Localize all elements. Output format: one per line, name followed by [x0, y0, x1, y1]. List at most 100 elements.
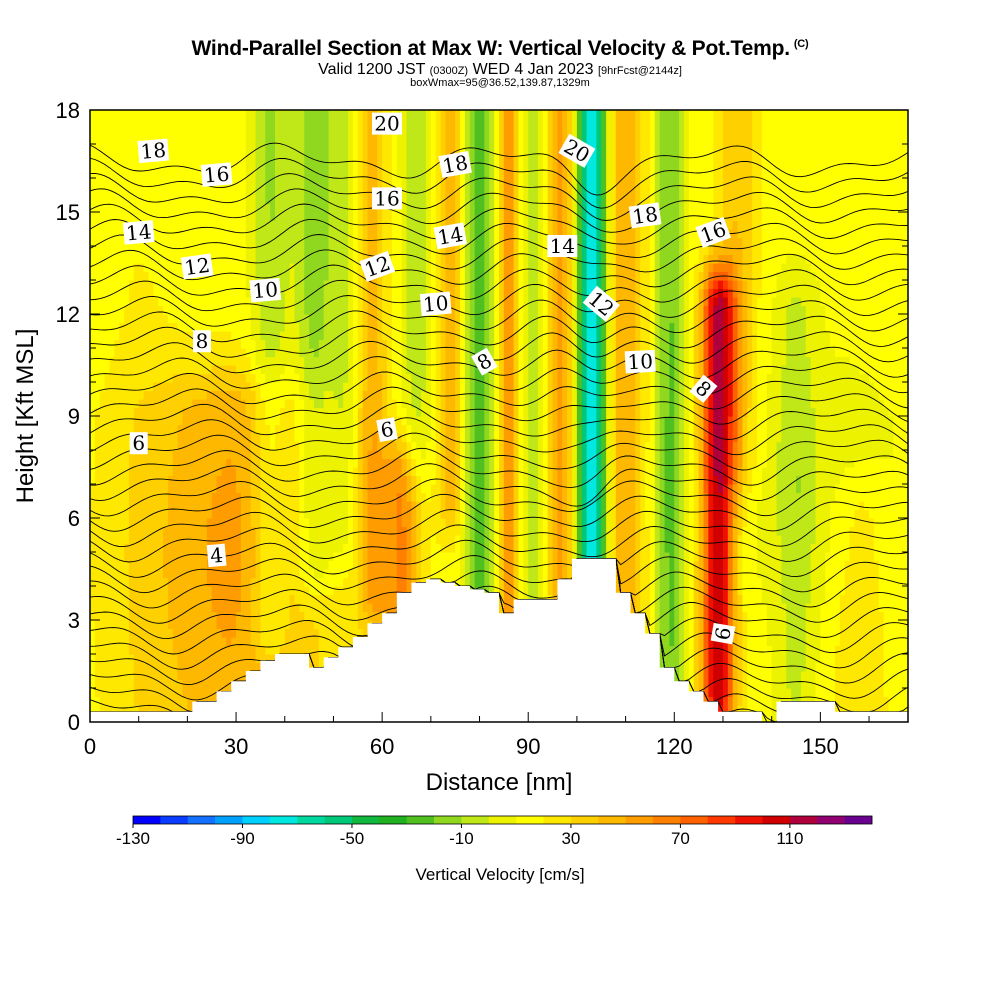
- w-cell: [167, 271, 174, 281]
- w-cell: [221, 331, 227, 341]
- w-cell: [406, 365, 412, 375]
- w-cell: [250, 628, 257, 638]
- w-cell: [411, 416, 417, 426]
- w-cell: [94, 603, 101, 613]
- w-cell: [270, 152, 276, 162]
- valid-time-line: Valid 1200 JST (0300Z) WED 4 Jan 2023 [9…: [0, 61, 1000, 79]
- w-cell: [377, 475, 383, 485]
- w-cell: [309, 501, 315, 511]
- w-cell: [348, 390, 354, 400]
- w-cell: [153, 322, 159, 332]
- w-cell: [411, 263, 417, 273]
- w-cell: [133, 424, 140, 434]
- w-cell: [245, 237, 252, 247]
- w-cell: [362, 186, 369, 196]
- w-cell: [172, 492, 179, 502]
- w-cell: [192, 450, 198, 460]
- w-cell: [143, 246, 150, 256]
- w-cell: [343, 161, 349, 171]
- w-cell: [206, 416, 213, 426]
- w-cell: [318, 331, 325, 341]
- w-cell: [348, 577, 354, 587]
- w-cell: [163, 645, 169, 655]
- w-cell: [90, 118, 96, 128]
- w-cell: [167, 671, 174, 681]
- w-cell: [323, 322, 330, 332]
- w-cell: [362, 331, 369, 341]
- w-cell: [372, 560, 378, 570]
- w-cell: [323, 144, 330, 154]
- w-cell: [265, 237, 271, 247]
- w-cell: [216, 441, 223, 451]
- w-cell: [119, 450, 125, 460]
- w-cell: [279, 611, 286, 621]
- w-cell: [328, 135, 335, 145]
- w-cell: [406, 322, 412, 332]
- w-cell: [279, 475, 286, 485]
- w-cell: [226, 637, 232, 647]
- w-cell: [104, 314, 111, 324]
- w-cell: [94, 518, 101, 528]
- w-cell: [255, 135, 262, 145]
- w-cell: [387, 237, 393, 247]
- w-cell: [99, 475, 106, 485]
- w-cell: [167, 246, 174, 256]
- w-cell: [90, 365, 96, 375]
- w-cell: [197, 577, 203, 587]
- w-cell: [143, 662, 150, 672]
- w-cell: [94, 203, 101, 213]
- w-cell: [221, 671, 227, 681]
- w-cell: [158, 365, 164, 375]
- w-cell: [333, 110, 339, 120]
- w-cell: [133, 671, 140, 681]
- w-cell: [114, 135, 120, 145]
- w-cell: [396, 569, 403, 579]
- w-cell: [309, 552, 315, 562]
- w-cell: [338, 637, 344, 647]
- w-cell: [377, 237, 383, 247]
- w-cell: [367, 560, 374, 570]
- w-cell: [328, 118, 335, 128]
- w-cell: [270, 552, 276, 562]
- w-cell: [90, 688, 96, 698]
- w-cell: [167, 127, 174, 137]
- w-cell: [299, 620, 305, 630]
- w-cell: [275, 492, 281, 502]
- w-cell: [197, 679, 203, 689]
- w-cell: [328, 195, 335, 205]
- w-cell: [318, 416, 325, 426]
- w-cell: [260, 110, 266, 120]
- w-cell: [163, 246, 169, 256]
- w-cell: [109, 288, 115, 298]
- w-cell: [187, 356, 193, 366]
- w-cell: [94, 237, 101, 247]
- w-cell: [114, 339, 120, 349]
- w-cell: [382, 229, 388, 239]
- w-cell: [158, 577, 164, 587]
- w-cell: [357, 382, 364, 392]
- w-cell: [201, 577, 208, 587]
- w-cell: [309, 161, 315, 171]
- w-cell: [328, 297, 335, 307]
- w-cell: [104, 416, 111, 426]
- w-cell: [357, 501, 364, 511]
- w-cell: [333, 390, 339, 400]
- w-cell: [231, 603, 237, 613]
- w-cell: [416, 271, 422, 281]
- w-cell: [265, 195, 271, 205]
- w-cell: [226, 552, 232, 562]
- w-cell: [119, 484, 125, 494]
- w-cell: [231, 237, 237, 247]
- w-cell: [250, 637, 257, 647]
- w-cell: [201, 365, 208, 375]
- w-cell: [231, 348, 237, 358]
- w-cell: [289, 271, 296, 281]
- w-cell: [216, 288, 223, 298]
- w-cell: [411, 399, 417, 409]
- w-cell: [197, 314, 203, 324]
- w-cell: [275, 144, 281, 154]
- w-cell: [255, 373, 262, 383]
- w-cell: [226, 373, 232, 383]
- w-cell: [90, 424, 96, 434]
- w-cell: [348, 135, 354, 145]
